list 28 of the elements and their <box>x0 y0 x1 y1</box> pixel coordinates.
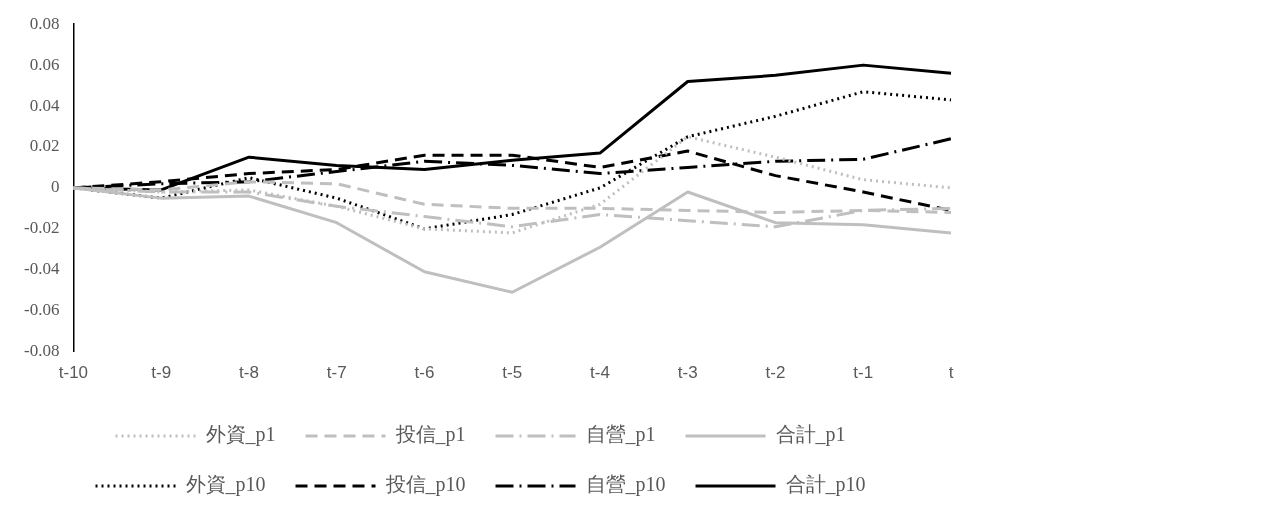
y-tick-label: -0.08 <box>23 341 60 361</box>
x-tick-label: t-2 <box>765 363 786 383</box>
y-tick-label: 0 <box>50 177 60 197</box>
y-tick-label: 0.08 <box>29 13 60 33</box>
legend-label: 自營_p10 <box>585 473 666 497</box>
legend-label: 合計_p10 <box>785 473 866 497</box>
x-tick-label: t-3 <box>677 363 698 383</box>
legend-label: 投信_p1 <box>394 423 466 447</box>
y-tick-label: -0.04 <box>23 259 60 279</box>
x-tick-label: t-1 <box>853 363 874 383</box>
legend-label: 合計_p1 <box>775 423 846 447</box>
legend-label: 投信_p10 <box>384 473 466 497</box>
legend-label: 自營_p1 <box>585 423 656 447</box>
x-tick-label: t-5 <box>502 363 523 383</box>
x-tick-label: t-4 <box>590 363 610 383</box>
x-tick-label: t-10 <box>58 363 89 383</box>
y-tick-label: 0.02 <box>29 136 60 156</box>
y-tick-label: 0.04 <box>29 95 60 115</box>
y-tick-label: 0.06 <box>29 54 60 74</box>
legend-label: 外資_p1 <box>205 423 276 447</box>
y-tick-label: -0.02 <box>23 218 60 238</box>
x-tick-label: t <box>948 363 954 383</box>
legend-label: 外資_p10 <box>185 473 266 497</box>
y-tick-label: -0.06 <box>23 300 60 320</box>
x-tick-label: t-6 <box>414 363 435 383</box>
x-tick-label: t-9 <box>151 363 172 383</box>
x-tick-label: t-8 <box>239 363 259 383</box>
x-tick-label: t-7 <box>326 363 347 383</box>
